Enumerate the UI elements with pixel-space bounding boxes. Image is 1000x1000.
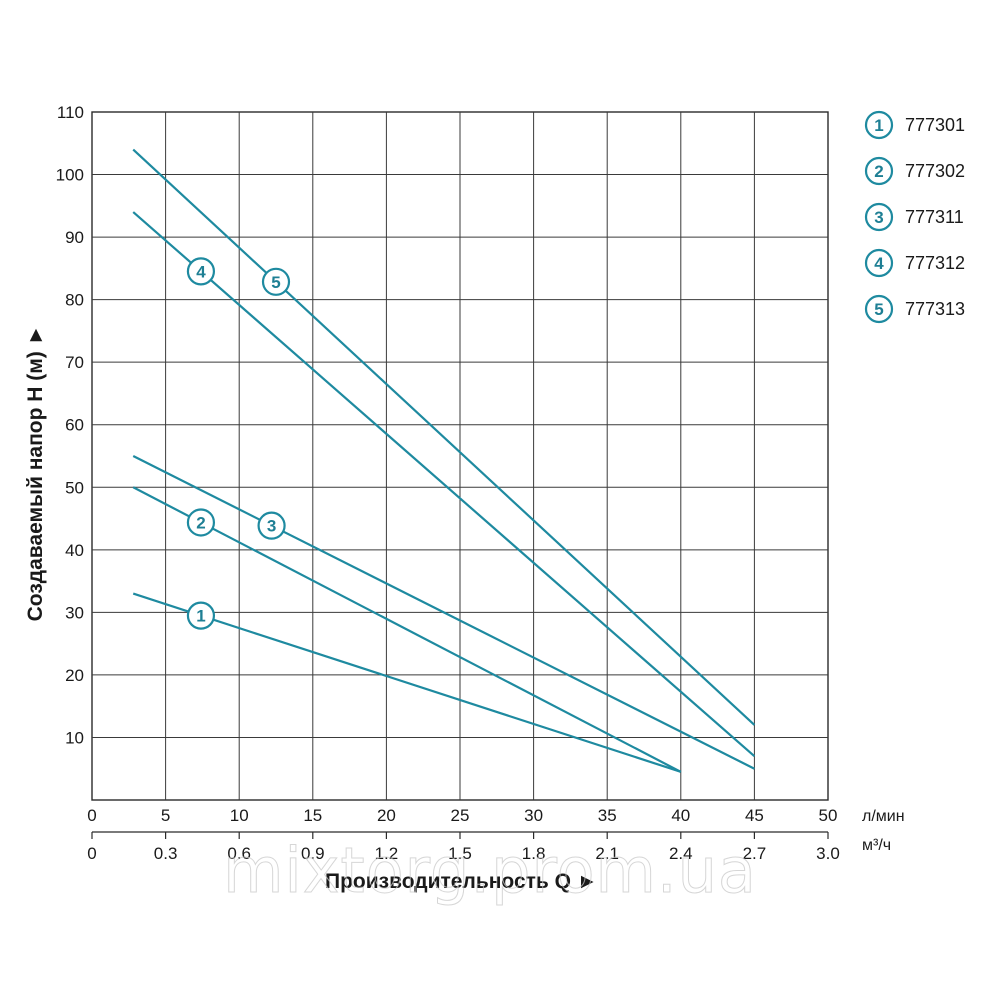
legend-marker-label: 4	[874, 254, 884, 273]
y-tick-label: 40	[65, 541, 84, 560]
y-tick-label: 60	[65, 416, 84, 435]
series-marker-label: 4	[196, 262, 206, 281]
x2-tick-label: 1.5	[448, 844, 472, 863]
legend-item-label: 777312	[905, 253, 965, 273]
x-unit-primary: л/мин	[862, 808, 905, 825]
series-marker-label: 5	[271, 273, 280, 292]
series-marker-4	[186, 257, 216, 286]
legend-item-label: 777311	[905, 207, 964, 227]
grid	[91, 111, 829, 801]
series-marker-2	[186, 508, 216, 537]
x-tick-label: 5	[161, 806, 170, 825]
legend-item-label: 777301	[905, 115, 965, 135]
series-marker-label: 3	[267, 517, 276, 536]
x2-tick-label: 0.9	[301, 844, 325, 863]
x2-tick-label: 2.4	[669, 844, 693, 863]
series-line-777311	[132, 455, 755, 770]
series-lines	[132, 148, 756, 773]
series-line-777312	[132, 211, 756, 758]
legend-marker-label: 5	[874, 300, 883, 319]
legend-item-label: 777302	[905, 161, 965, 181]
y-tick-label: 90	[65, 228, 84, 247]
legend-marker-label: 3	[874, 208, 883, 227]
legend-marker-3	[864, 202, 894, 232]
x-tick-label: 10	[230, 806, 249, 825]
x2-tick-label: 0	[87, 844, 96, 863]
y-tick-label: 80	[65, 291, 84, 310]
series-marker-5	[261, 267, 291, 296]
y-tick-label: 110	[57, 103, 84, 122]
legend-marker-label: 1	[874, 116, 883, 135]
legend-marker-4	[864, 248, 894, 278]
x2-tick-label: 3.0	[816, 844, 840, 863]
y-tick-label: 20	[65, 666, 84, 685]
x-tick-label: 25	[451, 806, 470, 825]
series-marker-1	[186, 601, 216, 630]
y-tick-label: 70	[65, 353, 84, 372]
watermark: mixtorg.prom.ua	[223, 834, 757, 907]
x-tick-label: 40	[671, 806, 690, 825]
x2-tick-label: 2.1	[595, 844, 619, 863]
x-tick-label: 35	[598, 806, 617, 825]
legend-marker-2	[864, 156, 894, 186]
y-tick-label: 10	[65, 728, 84, 747]
x2-tick-label: 1.2	[375, 844, 399, 863]
x-tick-label: 15	[303, 806, 322, 825]
x-axis-title: Производительность Q ►	[325, 870, 598, 893]
y-tick-label: 100	[56, 166, 84, 185]
series-line-777313	[132, 148, 756, 726]
series-marker-3	[257, 511, 286, 540]
y-tick-label: 50	[65, 478, 84, 497]
series-marker-label: 1	[196, 607, 205, 626]
legend-marker-1	[864, 110, 894, 140]
y-tick-label: 30	[65, 603, 84, 622]
y-axis-title: Создаваемый напор Н (м) ►	[24, 325, 47, 622]
legend-marker-5	[864, 294, 894, 324]
x-unit-secondary: м³/ч	[862, 837, 891, 854]
x2-tick-label: 1.8	[522, 844, 546, 863]
legend: 1 777301 2 777302 3 777311 4 777312 5 777313	[864, 110, 965, 324]
x-axis-secondary: 0 0.3 0.6 0.9 1.2 1.5 1.8 2.1 2.4 2.7 3.0	[87, 831, 840, 863]
x-tick-label: 45	[745, 806, 764, 825]
y-axis-ticks: 10 20 30 40 50 60 70 80 90 100 110	[56, 103, 84, 747]
x-axis-ticks-primary: 0 5 10 15 20 25 30 35 40 45 50	[87, 806, 837, 825]
x-tick-label: 0	[87, 806, 96, 825]
series-markers: 1 2 3 4 5	[186, 257, 291, 630]
x-tick-label: 20	[377, 806, 396, 825]
series-line-777302	[132, 486, 682, 773]
series-line-777301	[132, 592, 682, 773]
series-marker-label: 2	[196, 513, 205, 532]
x2-tick-label: 0.3	[154, 844, 178, 863]
x-tick-label: 30	[524, 806, 543, 825]
x2-tick-label: 0.6	[227, 844, 251, 863]
x-tick-label: 50	[819, 806, 838, 825]
x2-tick-label: 2.7	[743, 844, 767, 863]
legend-item-label: 777313	[905, 299, 965, 319]
legend-marker-label: 2	[874, 162, 883, 181]
